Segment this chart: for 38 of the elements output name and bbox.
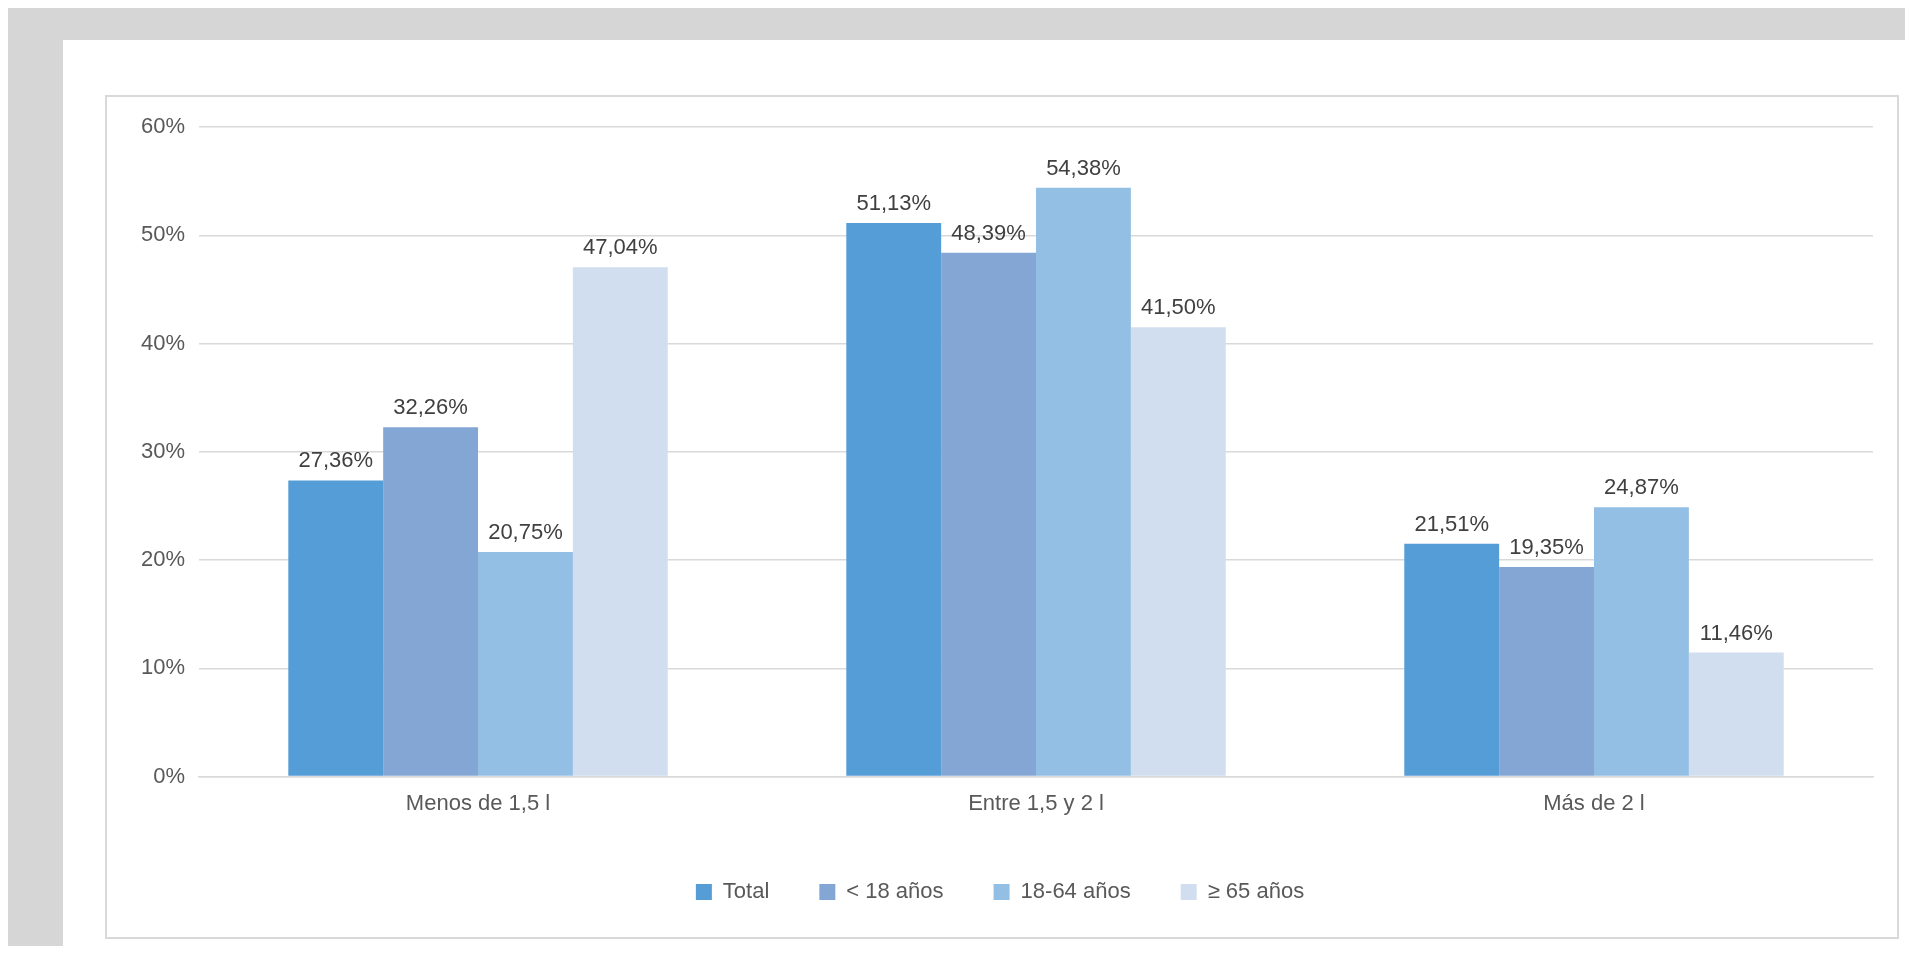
data-label: 21,51% (1414, 510, 1490, 536)
legend-label: Total (722, 878, 770, 904)
data-label: 41,50% (1140, 294, 1216, 320)
x-tick-label: Entre 1,5 y 2 l (968, 789, 1104, 815)
data-label: 19,35% (1509, 534, 1584, 560)
legend-label: < 18 años (846, 878, 944, 904)
x-tick-label: Menos de 1,5 l (405, 789, 551, 815)
y-tick-label: 10% (140, 654, 186, 680)
bar (1594, 507, 1689, 776)
bar (1404, 543, 1500, 776)
legend-label: 18-64 años (1020, 878, 1131, 904)
bar (478, 551, 573, 776)
bar (1130, 327, 1226, 776)
y-tick-label: 0% (153, 762, 186, 788)
data-label: 27,36% (298, 447, 374, 473)
data-label: 48,39% (951, 219, 1026, 245)
bar (383, 427, 479, 776)
bar (288, 480, 384, 776)
data-label: 11,46% (1699, 619, 1773, 645)
data-label: 47,04% (583, 234, 658, 260)
data-label: 51,13% (856, 190, 932, 216)
bar (1499, 567, 1595, 776)
y-tick-label: 20% (140, 546, 186, 572)
y-tick-label: 40% (140, 329, 186, 355)
data-label: 20,75% (488, 519, 563, 545)
legend-label: ≥ 65 años (1207, 878, 1305, 904)
bar (846, 223, 942, 776)
y-tick-label: 30% (140, 437, 186, 463)
data-label: 54,38% (1046, 154, 1121, 180)
data-label: 24,87% (1604, 474, 1679, 500)
data-label: 32,26% (393, 394, 468, 420)
bar (1036, 187, 1131, 776)
bar (941, 252, 1037, 776)
bar (1688, 652, 1784, 776)
y-tick-label: 50% (140, 221, 186, 247)
x-tick-label: Más de 2 l (1543, 789, 1645, 815)
y-tick-label: 60% (140, 113, 186, 139)
bar (572, 267, 668, 776)
